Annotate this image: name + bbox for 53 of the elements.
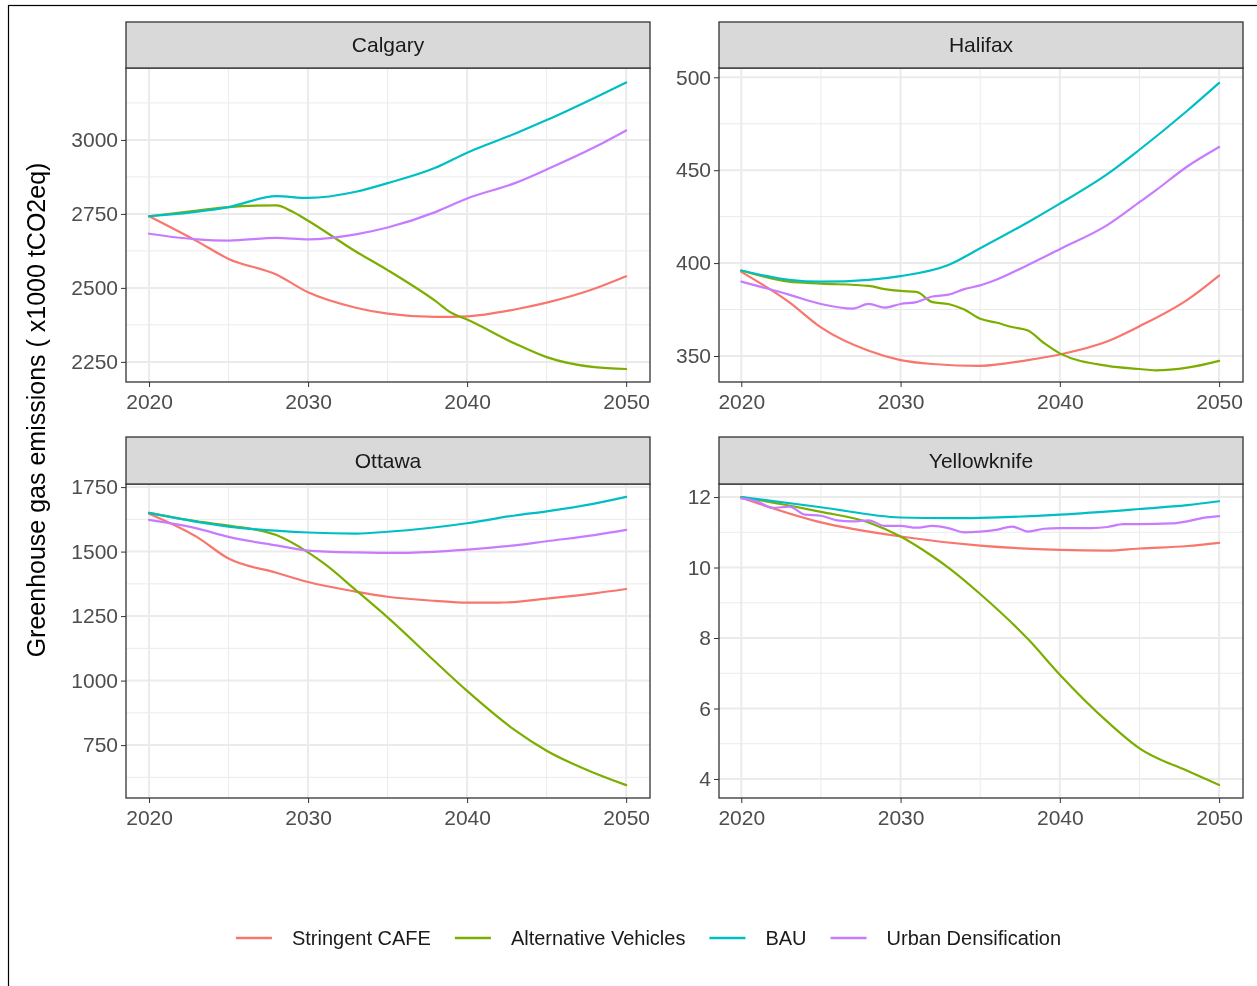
- line-series: [147, 215, 628, 318]
- chart-title: Calgary: [351, 33, 425, 56]
- legend-label: Alternative Vehicles: [510, 927, 686, 949]
- y-tick-label: 2500: [71, 276, 118, 300]
- y-axis-title: Greenhouse gas emissions ( x1000 tCO2eq): [22, 162, 50, 658]
- x-tick-label: 2040: [444, 389, 491, 413]
- line-series: [147, 512, 628, 604]
- chart-title: Yellowknife: [928, 448, 1034, 472]
- x-tick-label: 2050: [603, 389, 651, 413]
- x-tick-label: 2030: [285, 805, 332, 829]
- y-tick-label: 750: [82, 733, 118, 757]
- x-tick-label: 2040: [1036, 805, 1084, 829]
- chart-title: Halifax: [948, 33, 1014, 56]
- y-tick-label: 350: [675, 344, 711, 368]
- line-series: [147, 518, 628, 554]
- x-tick-label: 2020: [718, 389, 766, 413]
- line-series: [740, 145, 1221, 310]
- y-tick-label: 2250: [71, 350, 118, 374]
- y-tick-label: 2750: [71, 202, 118, 226]
- y-tick-label: 1500: [71, 539, 118, 563]
- legend-label: BAU: [765, 927, 807, 949]
- x-tick-label: 2050: [1196, 389, 1243, 413]
- x-tick-label: 2050: [1196, 805, 1243, 829]
- y-tick-label: 1750: [71, 475, 118, 499]
- legend-label: Urban Densification: [886, 927, 1062, 949]
- chart-title: Ottawa: [354, 448, 422, 472]
- y-tick-label: 450: [675, 158, 711, 182]
- y-tick-label: 1250: [71, 604, 118, 628]
- y-tick-label: 1000: [71, 668, 118, 692]
- line-series: [147, 495, 628, 535]
- x-tick-label: 2030: [877, 805, 925, 829]
- y-tick-label: 12: [687, 485, 711, 509]
- x-tick-label: 2040: [444, 805, 491, 829]
- line-series: [740, 497, 1221, 534]
- line-series: [147, 129, 628, 242]
- x-tick-label: 2030: [285, 389, 332, 413]
- line-series: [147, 81, 628, 218]
- y-tick-label: 400: [675, 251, 711, 275]
- line-series: [740, 81, 1221, 283]
- legend-label: Stringent CAFE: [291, 927, 431, 949]
- x-tick-label: 2050: [603, 805, 651, 829]
- x-tick-label: 2030: [877, 389, 925, 413]
- x-tick-label: 2020: [126, 389, 173, 413]
- x-tick-label: 2040: [1036, 389, 1084, 413]
- y-tick-label: 500: [675, 65, 711, 89]
- y-tick-label: 10: [687, 555, 711, 579]
- y-tick-label: 6: [699, 696, 711, 720]
- y-tick-label: 3000: [71, 128, 118, 152]
- y-tick-label: 4: [699, 767, 712, 791]
- x-tick-label: 2020: [718, 805, 766, 829]
- x-tick-label: 2020: [126, 805, 173, 829]
- line-series: [740, 495, 1221, 520]
- y-tick-label: 8: [699, 626, 711, 650]
